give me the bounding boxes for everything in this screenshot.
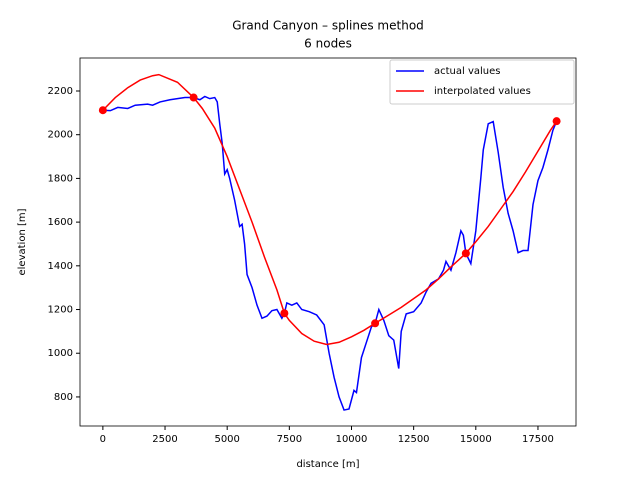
legend-label: actual values — [434, 66, 501, 77]
x-tick-label: 17500 — [522, 434, 554, 445]
node-marker — [371, 319, 380, 328]
plot-area — [79, 57, 577, 427]
y-tick-label: 1000 — [48, 348, 73, 359]
x-tick-label: 2500 — [152, 434, 177, 445]
node-marker — [552, 117, 561, 126]
legend-label: interpolated values — [434, 86, 531, 97]
x-axis-label: distance [m] — [296, 459, 359, 470]
y-tick-label: 1200 — [48, 305, 73, 316]
y-tick-label: 800 — [54, 392, 73, 403]
chart-subtitle: 6 nodes — [304, 37, 352, 51]
y-tick-label: 1800 — [48, 173, 73, 184]
data-line — [102, 73, 558, 346]
chart-title: Grand Canyon – splines method — [232, 19, 424, 33]
y-axis-label: elevation [m] — [17, 208, 28, 275]
x-tick-label: 5000 — [214, 434, 239, 445]
y-tick-label: 2200 — [48, 86, 73, 97]
data-line — [102, 95, 558, 411]
x-tick-label: 0 — [100, 434, 106, 445]
node-marker — [461, 249, 470, 258]
node-marker — [280, 309, 289, 318]
node-marker — [98, 106, 107, 115]
node-marker — [189, 93, 198, 102]
x-tick-label: 7500 — [277, 434, 302, 445]
y-tick-label: 2000 — [48, 130, 73, 141]
legend-box — [389, 59, 575, 105]
x-tick-label: 15000 — [460, 434, 492, 445]
y-tick-label: 1400 — [48, 261, 73, 272]
y-tick-label: 1600 — [48, 217, 73, 228]
x-tick-label: 12500 — [398, 434, 430, 445]
x-tick-label: 10000 — [336, 434, 368, 445]
